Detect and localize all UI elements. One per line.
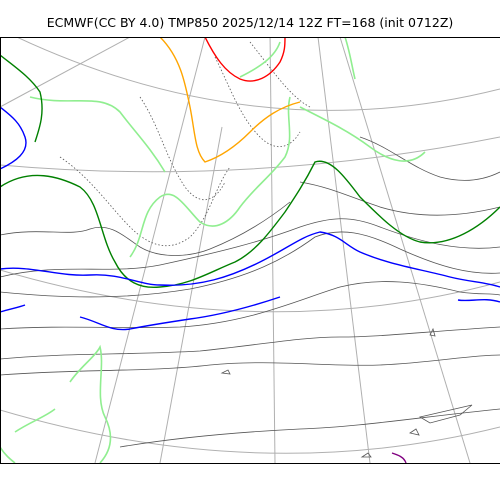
latitude-line [0,409,500,454]
isotherms-orange [159,37,301,163]
isotherm [79,296,281,331]
isotherm [0,218,500,278]
isotherms-dotted [59,41,311,246]
isotherm [360,452,372,458]
isotherm [0,326,500,360]
isotherm [0,231,500,288]
isotherm [299,106,426,162]
meridian-line [94,37,206,463]
isotherm [344,37,356,80]
isotherm [408,428,420,436]
isotherm [0,201,291,256]
isotherm [391,452,407,463]
meridian-line [317,37,371,463]
isotherm [0,354,500,376]
latitude-line [0,136,500,173]
isotherm [457,298,500,303]
isotherm [359,136,500,181]
meridian-line [269,37,276,463]
isotherms-minor [0,136,500,458]
isotherm [0,106,27,170]
isotherm [139,96,226,200]
graticule [0,37,500,463]
meridian-line [159,126,223,463]
latitude-line [0,269,500,313]
isotherm [29,96,166,173]
isotherm [214,56,301,147]
map-title: ECMWF(CC BY 4.0) TMP850 2025/12/14 12Z F… [46,15,454,30]
isotherm [0,281,500,330]
isotherm [159,37,301,163]
isotherm [0,446,16,463]
meridian-line [0,37,131,108]
isotherm [129,96,291,258]
isotherm [0,304,26,313]
meridian-line [339,37,471,463]
isotherm [69,344,112,463]
latitude-line [15,37,500,111]
isotherm [220,369,231,375]
isotherm [0,54,43,143]
isotherms-red [204,37,286,82]
isotherm [299,181,500,216]
isotherms-light-green [0,37,426,463]
isotherms-dark-green [0,54,500,289]
isotherm [249,41,311,108]
isotherms-purple [391,452,407,463]
isotherm [0,160,500,289]
isotherm [204,37,286,82]
isotherm [14,408,56,433]
isotherms-blue [0,106,500,331]
temperature-map [0,37,500,463]
isotherm [119,408,500,448]
isotherm [239,41,281,78]
isotherm [0,231,500,298]
isotherm [418,404,473,424]
map-panel [0,37,500,463]
isotherm [429,327,436,337]
